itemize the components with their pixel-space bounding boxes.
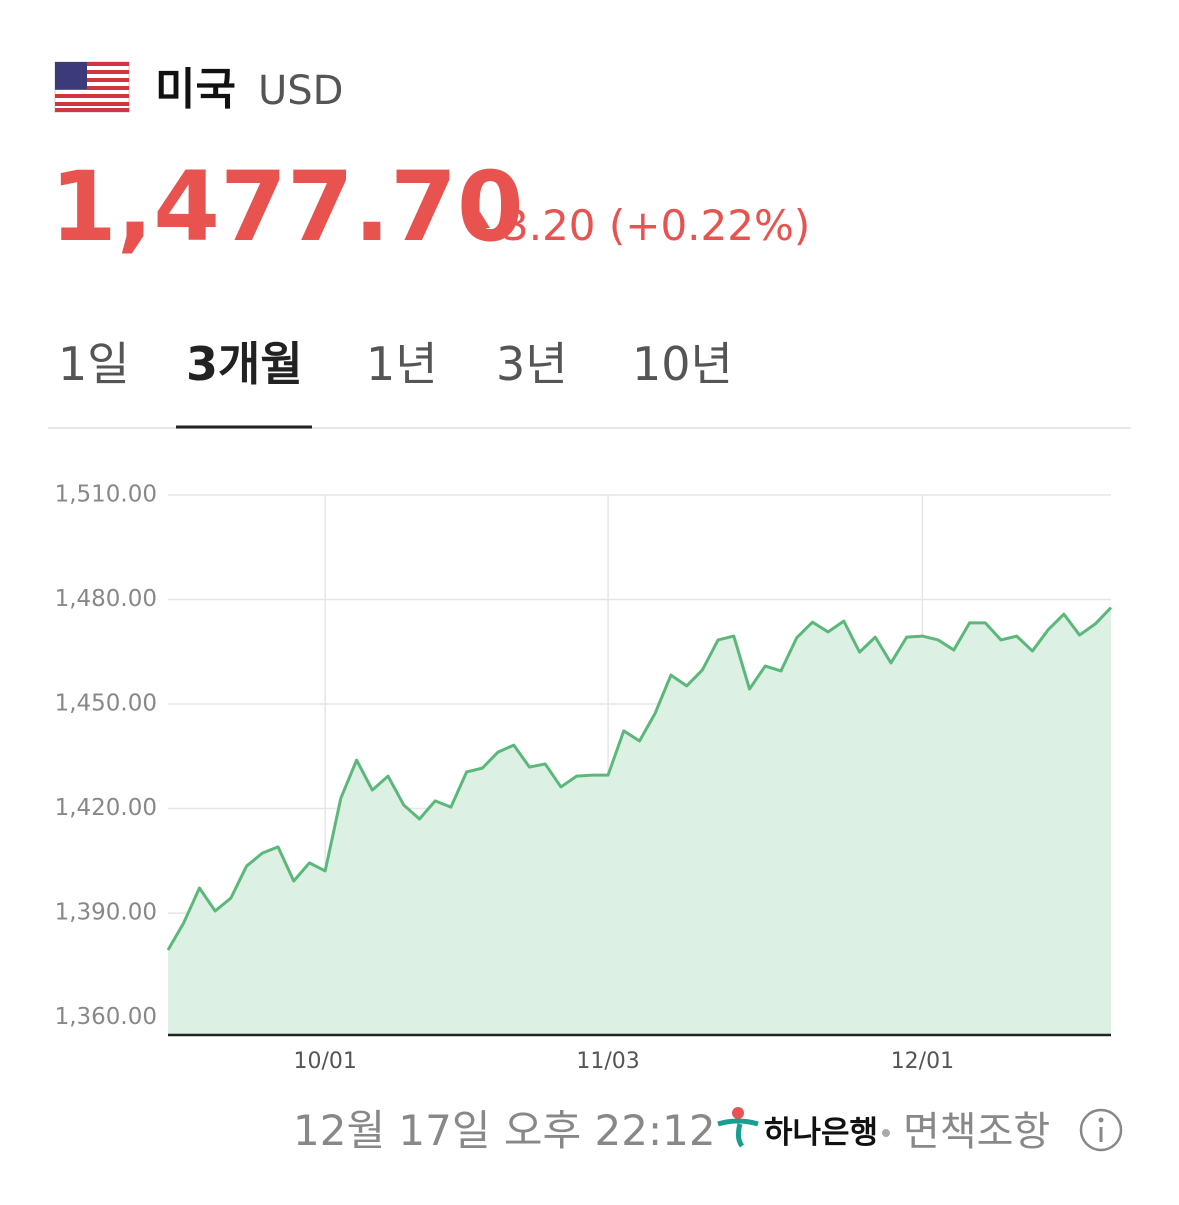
tab[interactable]: 1일 xyxy=(58,337,130,391)
info-icon[interactable] xyxy=(1079,1108,1123,1152)
y-tick-label: 1,390.00 xyxy=(55,900,157,926)
y-tick-label: 1,360.00 xyxy=(55,1004,157,1030)
y-tick-label: 1,450.00 xyxy=(55,691,157,717)
x-tick-label: 11/03 xyxy=(576,1049,639,1074)
separator-dot xyxy=(882,1129,890,1137)
y-tick-label: 1,510.00 xyxy=(55,482,157,508)
tab[interactable]: 3개월 xyxy=(186,337,303,391)
tab[interactable]: 1년 xyxy=(366,337,438,391)
tab[interactable]: 10년 xyxy=(632,337,733,391)
chart: 1,360.00 1,390.00 1,420.00 1,450.00 1,480.00… xyxy=(55,482,1113,1074)
y-tick-label: 1,480.00 xyxy=(55,586,157,612)
country: 미국 xyxy=(155,64,236,115)
price-line xyxy=(166,606,1113,951)
tab[interactable]: 3년 xyxy=(496,337,568,391)
timestamp: 12월 17일 오후 22:12 xyxy=(293,1106,716,1155)
y-tick-label: 1,420.00 xyxy=(55,795,157,821)
us-flag xyxy=(54,61,130,113)
x-tick-label: 10/01 xyxy=(293,1049,356,1074)
change: 3.20 (+0.22%) xyxy=(502,201,810,250)
bank-name: 하나은행 xyxy=(764,1115,878,1151)
area-fill xyxy=(168,607,1111,1035)
x-tick-label: 12/01 xyxy=(891,1049,954,1074)
disclaimer[interactable]: 면책조항 xyxy=(903,1109,1050,1155)
currency: USD xyxy=(258,68,343,114)
price: 1,477.70 xyxy=(50,151,524,263)
up-arrow xyxy=(470,212,490,228)
bank-logo xyxy=(717,1107,759,1148)
